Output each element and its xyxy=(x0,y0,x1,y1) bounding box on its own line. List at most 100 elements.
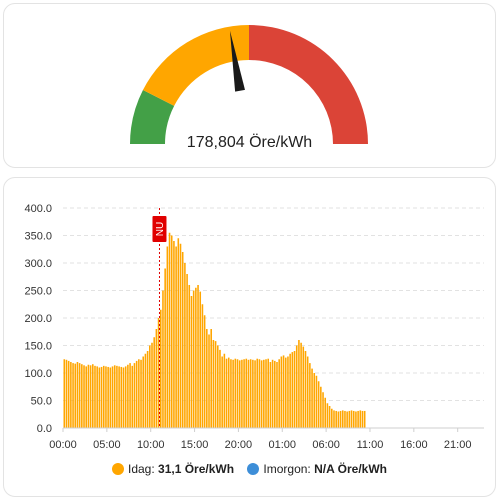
price-bar[interactable] xyxy=(118,366,120,428)
price-bar[interactable] xyxy=(306,356,309,429)
price-bar[interactable] xyxy=(212,340,215,428)
price-bar[interactable] xyxy=(355,411,357,429)
price-bar[interactable] xyxy=(74,363,77,428)
price-bar[interactable] xyxy=(344,410,346,428)
legend-item-tomorrow[interactable]: Imorgon: N/A Öre/kWh xyxy=(247,462,387,476)
price-bar[interactable] xyxy=(304,351,307,428)
price-bar[interactable] xyxy=(287,356,289,429)
price-bar[interactable] xyxy=(206,329,208,428)
price-bar[interactable] xyxy=(168,232,171,428)
price-bar[interactable] xyxy=(309,363,311,428)
price-bar[interactable] xyxy=(245,358,248,428)
price-bar[interactable] xyxy=(122,367,125,429)
price-bar[interactable] xyxy=(274,360,276,428)
price-bar[interactable] xyxy=(225,358,228,428)
price-bar[interactable] xyxy=(188,285,191,428)
price-bar[interactable] xyxy=(63,359,66,428)
price-bar[interactable] xyxy=(184,263,186,428)
price-bar[interactable] xyxy=(238,360,241,428)
price-bar[interactable] xyxy=(348,410,351,428)
price-bar[interactable] xyxy=(324,397,327,428)
price-bar[interactable] xyxy=(70,362,72,428)
price-bar[interactable] xyxy=(335,410,337,428)
price-bar[interactable] xyxy=(120,366,123,428)
price-bar[interactable] xyxy=(322,392,324,428)
price-bar[interactable] xyxy=(313,373,316,428)
price-bar[interactable] xyxy=(254,360,256,428)
price-bar[interactable] xyxy=(67,360,70,428)
price-bar[interactable] xyxy=(76,362,79,428)
price-bar[interactable] xyxy=(124,366,127,428)
price-bar[interactable] xyxy=(186,274,188,428)
price-bar[interactable] xyxy=(341,410,344,428)
price-bar[interactable] xyxy=(333,410,335,428)
price-bar[interactable] xyxy=(151,342,153,428)
price-bar[interactable] xyxy=(133,363,136,428)
price-bar[interactable] xyxy=(135,360,138,428)
price-bar[interactable] xyxy=(282,355,285,428)
legend-item-today[interactable]: Idag: 31,1 Öre/kWh xyxy=(111,462,234,476)
price-bar[interactable] xyxy=(295,345,298,429)
price-bar[interactable] xyxy=(142,356,145,429)
price-bar[interactable] xyxy=(258,359,261,428)
price-bar[interactable] xyxy=(102,365,105,428)
price-bar[interactable] xyxy=(107,366,109,428)
price-bar[interactable] xyxy=(83,365,85,428)
price-bar[interactable] xyxy=(164,268,166,429)
price-bar[interactable] xyxy=(260,360,263,428)
price-bar[interactable] xyxy=(232,359,234,428)
price-bar[interactable] xyxy=(175,246,177,429)
price-bar[interactable] xyxy=(170,235,173,429)
price-bar[interactable] xyxy=(300,342,302,428)
price-bar[interactable] xyxy=(199,291,202,428)
price-bar[interactable] xyxy=(352,410,355,428)
price-bar[interactable] xyxy=(146,351,149,428)
price-bar[interactable] xyxy=(252,359,254,428)
price-bar[interactable] xyxy=(116,365,118,428)
price-bar[interactable] xyxy=(263,359,265,428)
price-bar[interactable] xyxy=(111,366,114,428)
price-bar[interactable] xyxy=(249,359,252,428)
price-bar[interactable] xyxy=(181,252,184,428)
price-bar[interactable] xyxy=(85,366,88,428)
price-bar[interactable] xyxy=(359,410,362,428)
price-bar[interactable] xyxy=(230,359,232,428)
price-bar[interactable] xyxy=(328,406,331,428)
price-bar[interactable] xyxy=(96,366,98,428)
price-bar[interactable] xyxy=(219,349,221,428)
price-bar[interactable] xyxy=(166,246,169,429)
price-bar[interactable] xyxy=(197,285,199,428)
price-bar[interactable] xyxy=(127,364,129,428)
price-bar[interactable] xyxy=(276,362,278,428)
price-bar[interactable] xyxy=(195,287,197,428)
price-bar[interactable] xyxy=(192,290,195,429)
price-bar[interactable] xyxy=(326,403,329,428)
price-bar[interactable] xyxy=(227,357,230,428)
price-bar[interactable] xyxy=(153,337,155,428)
price-bar[interactable] xyxy=(109,367,112,429)
price-bar[interactable] xyxy=(155,329,158,428)
price-bar[interactable] xyxy=(144,353,147,428)
price-bar[interactable] xyxy=(223,353,226,428)
price-bar[interactable] xyxy=(131,365,134,428)
price-bar[interactable] xyxy=(293,351,296,428)
price-bar[interactable] xyxy=(265,359,267,428)
price-bar[interactable] xyxy=(298,340,300,428)
price-bar[interactable] xyxy=(357,410,359,428)
price-bar[interactable] xyxy=(72,363,74,428)
price-bar[interactable] xyxy=(78,363,81,428)
price-bar[interactable] xyxy=(203,315,206,428)
price-bar[interactable] xyxy=(138,359,140,428)
price-bar[interactable] xyxy=(208,334,210,429)
price-bar[interactable] xyxy=(278,359,280,428)
price-bar[interactable] xyxy=(98,367,101,429)
price-bar[interactable] xyxy=(94,365,96,428)
price-bar[interactable] xyxy=(65,359,68,428)
price-bar[interactable] xyxy=(269,362,272,428)
price-bar[interactable] xyxy=(267,358,270,428)
price-bar[interactable] xyxy=(190,296,193,428)
price-bar[interactable] xyxy=(291,352,294,428)
price-bar[interactable] xyxy=(289,353,291,428)
price-bar[interactable] xyxy=(221,356,223,429)
price-bar[interactable] xyxy=(179,243,182,428)
